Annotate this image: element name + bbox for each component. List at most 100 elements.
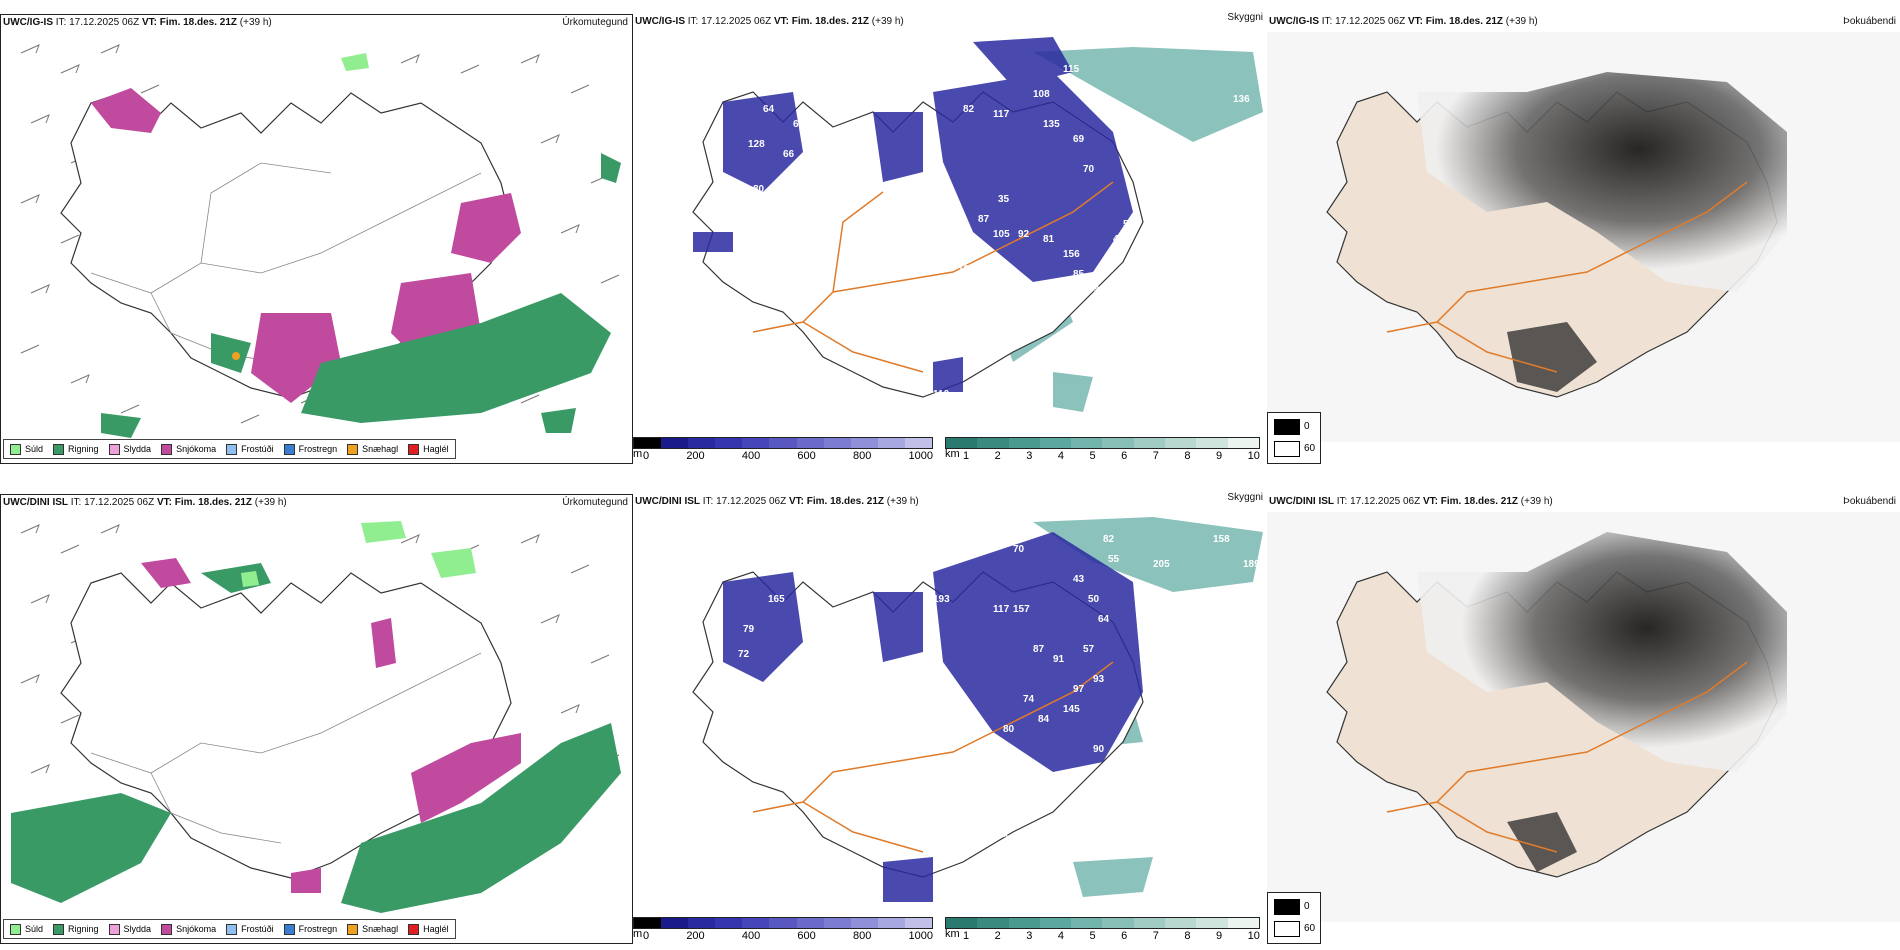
tick-label: 800 <box>852 450 872 462</box>
colorbar-swatch <box>977 438 1009 448</box>
precip-type-map <box>11 521 621 913</box>
colorbar-swatch <box>946 918 978 928</box>
tick-label: 7 <box>1152 930 1159 942</box>
cloud-base-value: 92 <box>1018 229 1030 240</box>
colorbar-swatch <box>1071 918 1103 928</box>
legend-swatch <box>283 443 295 455</box>
tick-label: 1 <box>963 450 970 462</box>
cloud-base-value: 108 <box>1033 89 1050 100</box>
low-cloud-areas <box>723 532 1143 902</box>
cloud-base-value: 102 <box>1063 334 1080 345</box>
colorbar-swatch <box>634 438 662 448</box>
colorbar-swatch <box>634 918 662 928</box>
tick-label: 6 <box>1121 930 1128 942</box>
cloud-base-value: 189 <box>1243 559 1260 570</box>
tick-label: 4 <box>1057 930 1064 942</box>
fog-field <box>1507 812 1577 872</box>
cloud-base-value: 82 <box>963 104 975 115</box>
precip-type-panel-bottom: UWC/DINI ISL IT: 17.12.2025 06Z VT: Fim.… <box>0 494 633 944</box>
tick-label: 10 <box>1247 930 1260 942</box>
cloud-base-value: 80 <box>1003 724 1015 735</box>
colorbar-swatch <box>1039 438 1072 448</box>
tick-label: 1 <box>963 930 970 942</box>
panel-title: UWC/IG-IS IT: 17.12.2025 06Z VT: Fim. 18… <box>635 16 904 27</box>
cloud-base-value: 110 <box>933 389 950 400</box>
colorbar-swatch <box>877 918 905 928</box>
precip-type-panel-top: UWC/IG-IS IT: 17.12.2025 06Z VT: Fim. 18… <box>0 14 633 464</box>
legend-item: Frostregn <box>283 443 337 455</box>
colorbar-swatch <box>1196 438 1228 448</box>
legend-swatch <box>108 443 120 455</box>
tick-label: 0 <box>643 930 650 942</box>
colorbar-swatch <box>715 438 743 448</box>
colorbar-swatch <box>1165 438 1197 448</box>
tick-label: 8 <box>1184 930 1191 942</box>
visibility-unit: km <box>945 448 960 460</box>
tick-label: 0 <box>643 450 650 462</box>
cloud-base-value: 60 <box>1103 264 1115 275</box>
cloud-base-value: 113 <box>963 239 980 250</box>
fog-legend-max: 60 <box>1304 443 1316 454</box>
cloud-base-value: 27 <box>1003 834 1015 845</box>
precip-type-map <box>20 44 621 438</box>
colorbar-swatches <box>633 437 933 449</box>
legend-swatch <box>226 923 238 935</box>
cloud-base-value: 64 <box>763 104 775 115</box>
cloud-base-value: 87 <box>978 214 990 225</box>
tick-label: 3 <box>1026 930 1033 942</box>
cloud-base-value: 80 <box>798 594 810 605</box>
colorbar-swatch <box>1071 438 1103 448</box>
fog-legend-max: 60 <box>1304 923 1316 934</box>
cloud-base-value: 64 <box>1098 614 1110 625</box>
colorbar-swatch <box>850 918 878 928</box>
fog-legend-white <box>1274 441 1300 457</box>
legend-swatch <box>108 923 120 935</box>
fog-field <box>1507 322 1597 392</box>
colorbar-swatch <box>688 918 716 928</box>
colorbar-swatch <box>1102 438 1134 448</box>
cloud-base-value: 82 <box>743 254 755 265</box>
legend-swatch <box>161 443 173 455</box>
cloud-base-value: 70 <box>1083 164 1095 175</box>
legend-item: Rigning <box>53 443 99 455</box>
low-cloud-areas <box>693 37 1133 392</box>
product-name: Þokuábendi <box>1843 496 1896 507</box>
cloud-base-value: 135 <box>1043 119 1060 130</box>
cloud-base-value: 87 <box>1033 644 1045 655</box>
legend-swatch <box>283 923 295 935</box>
tick-label: 4 <box>1057 450 1064 462</box>
tick-label: 3 <box>1026 450 1033 462</box>
fog-legend-white <box>1274 921 1300 937</box>
fog-index-panel-top: UWC/IG-IS IT: 17.12.2025 06Z VT: Fim. 18… <box>1267 14 1900 464</box>
cloud-base-value: 108 <box>1093 789 1110 800</box>
roads <box>752 181 1114 373</box>
cloud-base-value: 70 <box>1013 544 1025 555</box>
legend-swatch <box>347 443 359 455</box>
legend-item: Snæhagl <box>347 923 398 935</box>
colorbar-swatch <box>1165 918 1197 928</box>
cloud-base-value: 115 <box>1063 64 1080 75</box>
legend-item: Snjókoma <box>161 443 216 455</box>
colorbar-swatch <box>1196 918 1228 928</box>
fog-legend-top: 0 60 <box>1267 412 1321 464</box>
fog-legend-black <box>1274 419 1300 435</box>
cloud-base-value: 92 <box>1063 354 1075 365</box>
cloud-base-value: 84 <box>963 894 975 905</box>
colorbar-swatch <box>977 918 1009 928</box>
cloud-base-value: 51 <box>963 399 975 410</box>
panel-title: UWC/IG-IS IT: 17.12.2025 06Z VT: Fim. 18… <box>3 17 272 28</box>
legend-item: Rigning <box>53 923 99 935</box>
colorbar-swatch <box>1227 438 1259 448</box>
legend-swatch <box>226 443 238 455</box>
colorbar-swatch <box>1008 438 1040 448</box>
tick-label: 2 <box>994 930 1001 942</box>
colorbar-swatch <box>1008 918 1040 928</box>
panel-title: UWC/DINI ISL IT: 17.12.2025 06Z VT: Fim.… <box>1269 496 1553 507</box>
fog-index-map <box>1267 32 1900 442</box>
fog-legend-min: 0 <box>1304 421 1310 432</box>
colorbar-swatches <box>633 917 933 929</box>
tick-label: 2 <box>994 450 1001 462</box>
cloud-base-value: 74 <box>1023 694 1035 705</box>
colorbar-swatch <box>1133 918 1166 928</box>
